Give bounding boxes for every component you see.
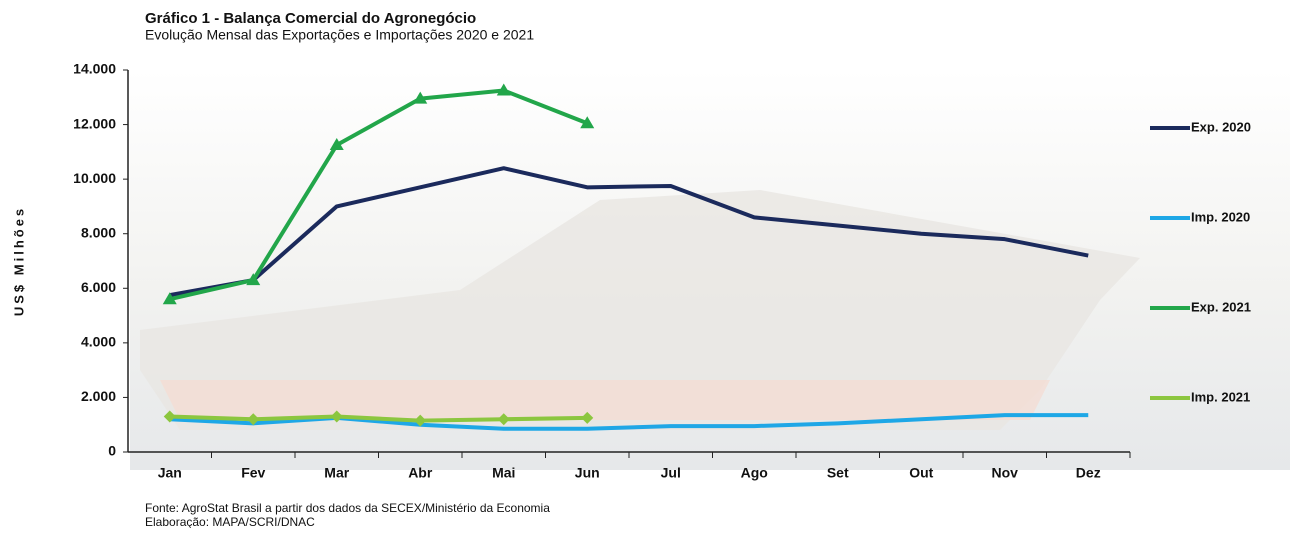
chart: Gráfico 1 - Balança Comercial do Agroneg… bbox=[0, 0, 1290, 528]
y-tick-label: 2.000 bbox=[81, 388, 116, 404]
x-tick-label: Ago bbox=[741, 465, 768, 481]
x-tick-label: Jun bbox=[575, 465, 600, 481]
x-tick-label: Jan bbox=[158, 465, 182, 481]
chart-subtitle: Evolução Mensal das Exportações e Import… bbox=[145, 27, 534, 43]
x-tick-label: Dez bbox=[1076, 465, 1101, 481]
footnote: Fonte: AgroStat Brasil a partir dos dado… bbox=[145, 501, 550, 515]
legend-label: Exp. 2020 bbox=[1191, 119, 1251, 134]
ship-hull bbox=[160, 380, 1050, 420]
y-tick-label: 12.000 bbox=[73, 115, 116, 131]
series-line bbox=[170, 417, 588, 421]
x-tick-label: Mar bbox=[324, 465, 349, 481]
legend-label: Exp. 2021 bbox=[1191, 299, 1251, 314]
x-tick-label: Fev bbox=[241, 465, 265, 481]
footnote: Elaboração: MAPA/SCRI/DNAC bbox=[145, 515, 315, 528]
y-tick-label: 4.000 bbox=[81, 334, 116, 350]
x-tick-label: Nov bbox=[992, 465, 1019, 481]
y-tick-label: 0 bbox=[108, 443, 116, 459]
chart-title: Gráfico 1 - Balança Comercial do Agroneg… bbox=[145, 10, 476, 27]
x-tick-label: Set bbox=[827, 465, 849, 481]
legend-label: Imp. 2021 bbox=[1191, 389, 1250, 404]
y-tick-label: 14.000 bbox=[73, 61, 116, 77]
x-tick-label: Jul bbox=[661, 465, 681, 481]
legend-label: Imp. 2020 bbox=[1191, 209, 1250, 224]
x-tick-label: Abr bbox=[408, 465, 433, 481]
y-tick-label: 6.000 bbox=[81, 279, 116, 295]
x-tick-label: Mai bbox=[492, 465, 515, 481]
x-tick-label: Out bbox=[909, 465, 933, 481]
y-tick-label: 8.000 bbox=[81, 224, 116, 240]
y-tick-label: 10.000 bbox=[73, 170, 116, 186]
y-axis-label: US$ Milhões bbox=[11, 206, 26, 316]
